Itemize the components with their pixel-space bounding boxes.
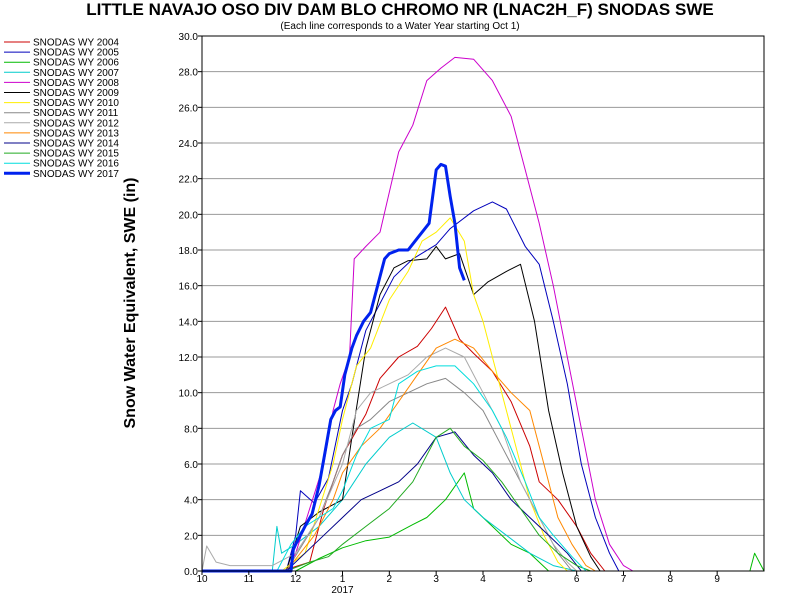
y-axis-label: Snow Water Equivalent, SWE (in) [122,178,139,429]
y-tick-label: 26.0 [179,103,199,114]
y-tick-label: 14.0 [179,317,199,328]
legend-label: SNODAS WY 2005 [33,48,119,59]
series-line-snodas-wy-2005 [202,201,764,572]
legend-label: SNODAS WY 2016 [33,159,119,170]
y-tick-label: 2.0 [184,531,198,542]
series-group [201,56,765,573]
x-tick-label: 5 [527,574,533,585]
x-tick-label: 4 [480,574,486,585]
series-line-snodas-wy-2016 [202,365,764,572]
y-tick-label: 28.0 [179,68,199,79]
x-tick-label: 10 [196,574,208,585]
legend-label: SNODAS WY 2014 [33,139,119,150]
y-tick-label: 18.0 [179,246,199,257]
x-tick-label: 2 [387,574,393,585]
legend-label: SNODAS WY 2010 [33,98,119,109]
plot-frame [201,35,765,572]
chart-title: LITTLE NAVAJO OSO DIV DAM BLO CHROMO NR … [86,0,713,19]
x-tick-label: 12 [290,574,302,585]
series-line-snodas-wy-2013 [202,338,764,572]
x-tick-label: 3 [433,574,439,585]
legend-label: SNODAS WY 2015 [33,149,119,160]
series-line-snodas-wy-2015 [202,427,764,572]
y-tick-label: 30.0 [179,32,199,43]
series-line-snodas-wy-2008 [202,56,764,572]
series-line-snodas-wy-2007 [202,422,764,572]
x-tick-label: 6 [574,574,580,585]
y-tick-label: 20.0 [179,210,199,221]
x-tick-label: 8 [668,574,674,585]
legend-label: SNODAS WY 2004 [33,38,119,49]
y-tick-label: 22.0 [179,175,199,186]
series-line-snodas-wy-2010 [202,217,764,572]
legend-label: SNODAS WY 2007 [33,68,119,79]
legend-label: SNODAS WY 2006 [33,58,119,69]
y-tick-label: 24.0 [179,139,199,150]
y-tick-label: 6.0 [184,460,198,471]
legend-label: SNODAS WY 2012 [33,118,119,129]
series-line-snodas-wy-2012 [201,347,764,572]
legend-label: SNODAS WY 2011 [33,108,119,119]
x-tick-label: 11 [244,574,255,585]
x-tick-label: 1 [340,574,346,585]
y-axis-ticks: 0.0 2.0 4.0 6.0 8.0 10.0 12.0 14.0 16.0 18.0 20.0 2… [179,32,202,578]
series-line-snodas-wy-2004 [202,306,764,572]
series-line-snodas-wy-2009 [202,245,764,572]
legend-label: SNODAS WY 2008 [33,78,119,89]
y-tick-label: 8.0 [184,424,198,435]
series-line-snodas-wy-2011 [202,377,764,572]
y-tick-label: 10.0 [179,389,199,400]
chart-subtitle: (Each line corresponds to a Water Year s… [280,21,519,32]
year-label: 2017 [331,585,354,596]
x-axis-ticks: 10 11 12 1 2 3 4 5 6 7 8 9 [196,571,720,585]
series-line-snodas-wy-2017 [202,162,466,573]
legend-label: SNODAS WY 2009 [33,88,119,99]
y-tick-label: 4.0 [184,496,198,507]
x-tick-label: 7 [621,574,627,585]
y-tick-label: 0.0 [184,567,198,578]
grid-lines [202,35,764,572]
legend-label: SNODAS WY 2017 [33,169,119,180]
y-tick-label: 16.0 [179,282,199,293]
series-line-snodas-wy-2006 [202,472,765,572]
y-tick-label: 12.0 [179,353,199,364]
x-tick-label: 9 [714,574,720,585]
legend-label: SNODAS WY 2013 [33,128,119,139]
